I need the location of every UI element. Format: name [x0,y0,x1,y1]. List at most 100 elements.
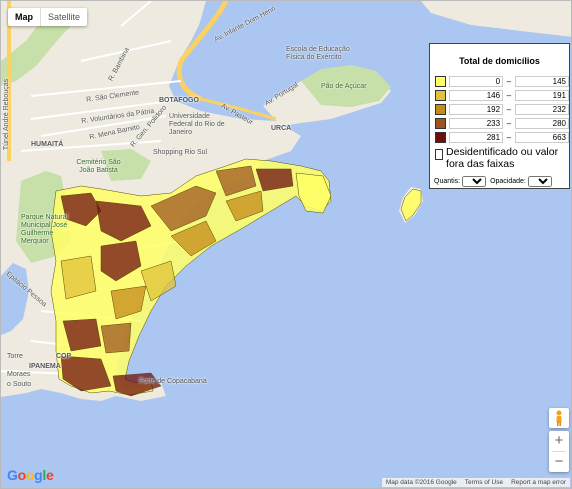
label-pao: Pão de Açúcar [321,83,367,90]
pegman-icon [556,410,562,426]
map-button[interactable]: Map [15,12,33,22]
legend-dash: – [506,90,512,100]
logo-letter: g [34,467,43,483]
tract-dark-9 [60,355,112,392]
legend-dash: – [506,104,512,114]
label-cemiterio: Cemitério São João Batista [76,159,121,174]
zoom-in-button[interactable]: + [554,432,564,449]
legend-row: 281–663 [435,130,570,144]
highway-aterro [176,1,229,102]
niteroi-land [421,1,571,37]
legend-from-value[interactable]: 192 [448,103,504,115]
zoom-control: + − [549,431,569,472]
tract-mid-3 [110,285,147,320]
tract-dark-5 [215,165,257,197]
map-footer: Map data ©2016 Google Terms of Use Repor… [381,478,570,487]
legend-to-value[interactable]: 232 [514,103,570,115]
street-view-pegman[interactable] [549,408,569,428]
label-shopping: Shopping Rio Sul [153,149,208,156]
label-tunel: Túnel André Rebouças [3,78,11,151]
legend-from-value[interactable]: 281 [448,131,504,143]
zoom-divider [552,451,566,452]
logo-letter: e [45,467,54,483]
legend-row: 0–145 [435,74,570,88]
logo-letter: o [17,467,27,483]
tract-dark-6 [255,168,294,192]
tract-mid-2 [140,260,177,302]
label-universidade: Universidade Federal do Rio de Janeiro [169,113,225,136]
tract-dark-7 [62,318,102,352]
legend-swatch[interactable] [435,131,446,143]
legend-from-value[interactable]: 0 [448,75,504,87]
label-humaita: HUMAITÁ [31,141,64,148]
tract-dark-2 [95,200,152,242]
label-botafogo: BOTAFOGO [159,97,199,104]
legend-dash: – [506,132,512,142]
legend-row: 146–191 [435,88,570,102]
tract-yellow-urca [295,172,332,214]
legend-to-value[interactable]: 145 [514,75,570,87]
opacidade-label: Opacidade: [490,178,526,185]
pao-de-acucar [301,65,391,107]
quantis-select[interactable] [462,176,487,187]
opacidade-select[interactable] [527,176,552,187]
park-morro [1,11,81,86]
map-data-attribution: Map data ©2016 Google [385,479,457,486]
label-moraes: Moraes [7,371,31,378]
legend-from-value[interactable]: 146 [448,89,504,101]
zoom-out-button[interactable]: − [554,453,564,470]
highway-pasteur [200,97,277,121]
tract-mid-4 [60,255,97,300]
legend-swatch[interactable] [435,103,446,115]
label-ipanema: IPANEMA [29,363,61,370]
satellite-button[interactable]: Satellite [48,12,81,22]
legend-panel: Total de domicílios 0–145 146–191 192–232 2… [429,43,570,189]
park-cemiterio [101,149,151,181]
report-error-link[interactable]: Report a map error [511,479,566,486]
legend-from-value[interactable]: 233 [448,117,504,129]
google-logo-text: Google [7,467,54,483]
legend-to-value[interactable]: 280 [514,117,570,129]
tract-dark-1 [60,192,102,227]
tract-dark-8 [100,322,132,354]
legend-swatch[interactable] [435,117,446,129]
label-escola: Escola de Educação Física do Exército [286,46,350,61]
legend-row: 233–280 [435,116,570,130]
legend-other-swatch [435,149,444,160]
legend-other-label: Desidentificado ou valor fora das faixas [446,146,559,170]
label-urca: URCA [271,125,292,132]
logo-letter: l [42,467,46,483]
tract-island [400,188,422,222]
tract-mid-5 [225,190,264,222]
lagoa [1,263,29,335]
tract-dark-10 [112,372,162,397]
map-type-control: Map Satellite [8,8,88,26]
bay-botafogo [191,1,241,63]
legend-to-value[interactable]: 663 [514,131,570,143]
google-logo[interactable]: Google [7,467,54,483]
legend-controls: Quantis: Opacidade: [434,176,569,187]
legend-rows: 0–145 146–191 192–232 233–280 281–663 [430,74,570,144]
legend-swatch[interactable] [435,75,446,87]
label-forte: Forte de Copacabana [139,378,207,385]
legend-dash: – [506,118,512,128]
tract-dark-4 [150,185,217,232]
legend-row: 192–232 [435,102,570,116]
label-parque: Parque Natural Municipal José Guilherme … [21,214,69,245]
map-type-divider [40,8,41,26]
legend-to-value[interactable]: 191 [514,89,570,101]
label-souto: o Souto [7,381,32,388]
logo-letter: G [7,467,18,483]
census-tracts [50,158,332,397]
label-torre: Torre [7,353,23,360]
label-copa: COP [56,353,72,360]
tract-dark-3 [100,240,142,282]
tract-mid-1 [170,220,217,257]
legend-dash: – [506,76,512,86]
legend-title: Total de domicílios [459,56,540,66]
terms-link[interactable]: Terms of Use [464,479,504,486]
quantis-label: Quantis: [434,178,461,185]
legend-other-row: Desidentificado ou valor fora das faixas [435,146,569,170]
legend-swatch[interactable] [435,89,446,101]
